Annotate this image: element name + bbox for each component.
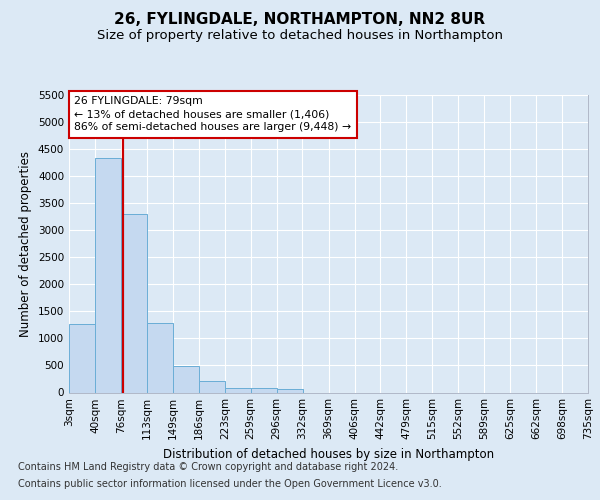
Text: 26, FYLINGDALE, NORTHAMPTON, NN2 8UR: 26, FYLINGDALE, NORTHAMPTON, NN2 8UR [115, 12, 485, 28]
Text: Contains HM Land Registry data © Crown copyright and database right 2024.: Contains HM Land Registry data © Crown c… [18, 462, 398, 472]
Bar [225, 388, 251, 392]
Bar [251, 388, 277, 392]
Text: Contains public sector information licensed under the Open Government Licence v3: Contains public sector information licen… [18, 479, 442, 489]
Bar [199, 381, 225, 392]
Bar [121, 214, 147, 392]
Bar [199, 381, 225, 392]
Bar [173, 366, 199, 392]
Bar [277, 390, 303, 392]
X-axis label: Distribution of detached houses by size in Northampton: Distribution of detached houses by size … [163, 448, 494, 461]
Bar [277, 390, 303, 392]
Bar [95, 158, 121, 392]
Y-axis label: Number of detached properties: Number of detached properties [19, 151, 32, 337]
Bar [147, 324, 173, 392]
Bar [147, 324, 173, 392]
Bar [69, 324, 95, 392]
Bar [121, 214, 147, 392]
Text: 26 FYLINGDALE: 79sqm
← 13% of detached houses are smaller (1,406)
86% of semi-de: 26 FYLINGDALE: 79sqm ← 13% of detached h… [74, 96, 351, 132]
Bar [69, 324, 95, 392]
Bar [173, 366, 199, 392]
Text: Size of property relative to detached houses in Northampton: Size of property relative to detached ho… [97, 29, 503, 42]
Bar [225, 388, 251, 392]
Bar [95, 158, 121, 392]
Bar [251, 388, 277, 392]
